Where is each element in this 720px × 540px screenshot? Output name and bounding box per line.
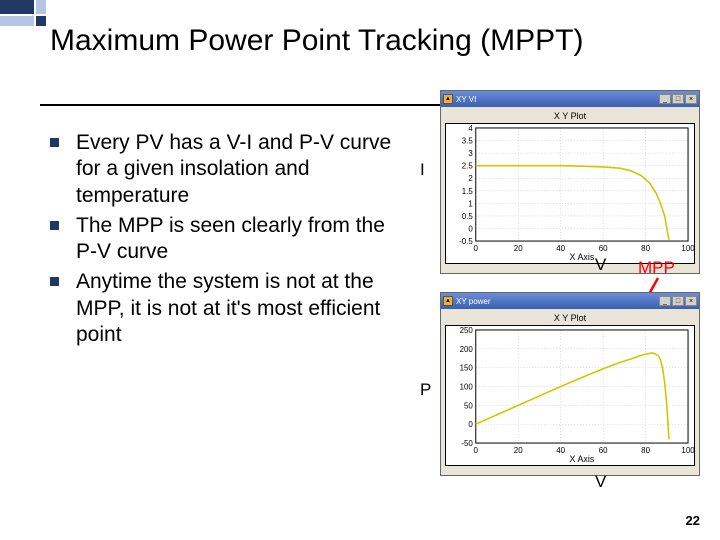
svg-text:1: 1 [468, 199, 473, 208]
maximize-button[interactable]: □ [672, 296, 684, 306]
svg-text:40: 40 [556, 244, 565, 253]
svg-text:4: 4 [468, 124, 473, 133]
bullet-marker-icon [50, 221, 59, 230]
bullet-text: Anytime the system is not at the MPP, it… [76, 270, 380, 346]
svg-text:80: 80 [641, 244, 650, 253]
bullet-marker-icon [50, 138, 59, 147]
svg-text:0: 0 [474, 446, 479, 455]
svg-text:2.5: 2.5 [462, 162, 474, 171]
svg-text:100: 100 [681, 446, 695, 455]
bullet-item: Anytime the system is not at the MPP, it… [46, 269, 406, 348]
svg-text:60: 60 [599, 244, 608, 253]
p-axis-label: P [420, 380, 431, 400]
close-button[interactable]: × [685, 296, 697, 306]
minimize-button[interactable]: _ [659, 94, 671, 104]
window-titlebar: ▲ XY power _ □ × [441, 293, 699, 309]
page-number: 22 [686, 513, 700, 528]
svg-text:20: 20 [514, 446, 523, 455]
plot-heading: X Y Plot [445, 111, 695, 121]
svg-text:80: 80 [641, 446, 650, 455]
slide-title: Maximum Power Point Tracking (MPPT) [50, 24, 583, 59]
iv-chart: -0.500.511.522.533.54020406080100X Axis [445, 123, 695, 264]
plot-heading: X Y Plot [445, 313, 695, 323]
svg-text:100: 100 [681, 244, 695, 253]
pv-chart: -50050100150200250020406080100X Axis [445, 325, 695, 466]
bullet-list: Every PV has a V-I and P-V curve for a g… [46, 130, 406, 348]
svg-text:40: 40 [556, 446, 565, 455]
window-title-text: XY VI [456, 95, 476, 104]
v-axis-label-lower: V [595, 472, 606, 492]
svg-text:X Axis: X Axis [570, 454, 595, 464]
svg-text:2: 2 [468, 174, 472, 183]
v-axis-label-upper: V [595, 255, 606, 275]
svg-text:0.5: 0.5 [462, 212, 474, 221]
close-button[interactable]: × [685, 94, 697, 104]
maximize-button[interactable]: □ [672, 94, 684, 104]
svg-text:0: 0 [468, 420, 473, 429]
bullet-item: Every PV has a V-I and P-V curve for a g… [46, 130, 406, 209]
svg-text:50: 50 [464, 401, 473, 410]
svg-text:0: 0 [468, 224, 473, 233]
svg-text:250: 250 [460, 326, 474, 335]
svg-text:60: 60 [599, 446, 608, 455]
i-axis-label: I [420, 160, 425, 180]
svg-text:3: 3 [468, 149, 473, 158]
minimize-button[interactable]: _ [659, 296, 671, 306]
svg-text:150: 150 [460, 364, 474, 373]
svg-text:1.5: 1.5 [462, 187, 474, 196]
svg-text:20: 20 [514, 244, 523, 253]
svg-text:-50: -50 [461, 439, 473, 448]
pv-plot-window: ▲ XY power _ □ × X Y Plot -5005010015020… [440, 292, 700, 476]
bullet-text: Every PV has a V-I and P-V curve for a g… [76, 131, 391, 207]
iv-plot-window: ▲ XY VI _ □ × X Y Plot -0.500.511.522.53… [440, 90, 700, 274]
bullet-marker-icon [50, 277, 59, 286]
mpp-label: MPP [638, 258, 675, 278]
window-titlebar: ▲ XY VI _ □ × [441, 91, 699, 107]
svg-text:X Axis: X Axis [570, 252, 595, 262]
matlab-icon: ▲ [443, 94, 453, 104]
svg-text:100: 100 [460, 382, 474, 391]
bullet-list-container: Every PV has a V-I and P-V curve for a g… [46, 130, 406, 352]
window-title-text: XY power [456, 297, 491, 306]
svg-text:-0.5: -0.5 [459, 237, 473, 246]
matlab-icon: ▲ [443, 296, 453, 306]
svg-text:3.5: 3.5 [462, 137, 474, 146]
svg-text:0: 0 [474, 244, 479, 253]
svg-text:200: 200 [460, 345, 474, 354]
bullet-item: The MPP is seen clearly from the P-V cur… [46, 213, 406, 266]
bullet-text: The MPP is seen clearly from the P-V cur… [76, 214, 385, 263]
